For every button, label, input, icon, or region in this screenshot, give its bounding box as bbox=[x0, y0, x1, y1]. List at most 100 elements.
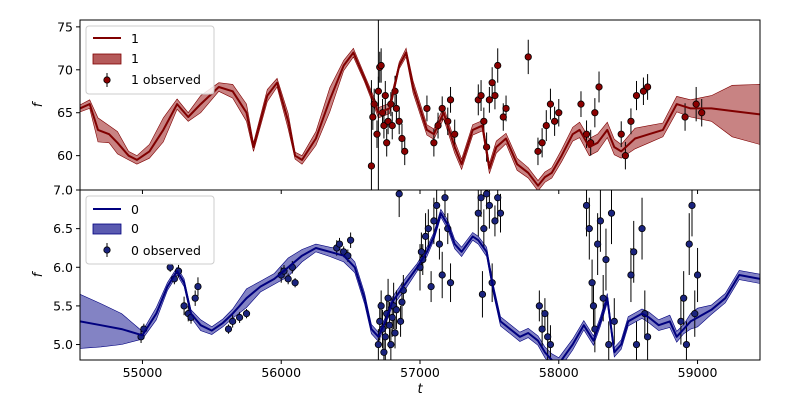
bottom-xtick-label: 59000 bbox=[678, 365, 718, 380]
top-confidence-band bbox=[80, 47, 760, 190]
bottom-observed-point bbox=[483, 190, 491, 198]
top-ylabel: f bbox=[31, 100, 46, 107]
bottom-observed-point bbox=[381, 333, 389, 341]
bottom-legend: 0 0 0 observed bbox=[85, 195, 215, 265]
bottom-observed-point bbox=[680, 294, 688, 302]
top-observed-point bbox=[582, 130, 591, 138]
top-observed-point bbox=[555, 109, 563, 117]
top-observed-point bbox=[423, 104, 431, 113]
bottom-observed-point bbox=[417, 248, 425, 256]
bottom-observed-point bbox=[588, 279, 596, 287]
bottom-observed-point bbox=[166, 263, 174, 271]
bottom-observed-point bbox=[688, 201, 696, 210]
bottom-legend-point-swatch bbox=[103, 246, 111, 254]
top-observed-point bbox=[632, 91, 641, 100]
bottom-xtick-label: 56000 bbox=[261, 365, 301, 380]
bottom-panel: 5.0 5.5 6.0 6.5 7.0 55000 56000 57000 58000 59000… bbox=[31, 183, 761, 397]
bottom-observed-point bbox=[478, 290, 487, 298]
top-observed-point bbox=[430, 139, 438, 147]
bottom-observed-point bbox=[291, 279, 299, 287]
bottom-observed-point bbox=[535, 302, 543, 310]
bottom-observed-point bbox=[347, 236, 355, 244]
top-observed-point bbox=[538, 139, 546, 147]
top-observed-point bbox=[595, 83, 603, 91]
bottom-observed-point bbox=[380, 348, 388, 356]
bottom-observed-point bbox=[374, 340, 382, 349]
bottom-observed-point bbox=[284, 275, 292, 283]
bottom-observed-point bbox=[194, 282, 202, 291]
bottom-legend-observed-label: 0 observed bbox=[131, 243, 201, 258]
top-observed-point bbox=[627, 117, 635, 125]
bottom-observed-point bbox=[541, 310, 549, 318]
bottom-observed-point bbox=[335, 240, 344, 248]
top-ytick-label: 65 bbox=[57, 105, 73, 120]
bottom-observed-point bbox=[235, 313, 244, 322]
top-legend: 1 1 1 observed bbox=[85, 25, 215, 95]
bottom-confidence-band bbox=[80, 208, 760, 360]
top-observed-point bbox=[681, 113, 689, 121]
top-observed-point bbox=[480, 117, 488, 125]
bottom-xlabel: t bbox=[417, 382, 423, 397]
bottom-ytick-label: 7.0 bbox=[53, 183, 73, 198]
top-observed-point bbox=[698, 109, 706, 117]
bottom-observed-point bbox=[430, 217, 438, 225]
bottom-observed-point bbox=[438, 271, 446, 279]
bottom-observed-point bbox=[638, 225, 646, 233]
top-observed-point bbox=[398, 134, 406, 143]
bottom-observed-point bbox=[610, 317, 618, 325]
bottom-observed-point bbox=[421, 232, 430, 240]
bottom-observed-point bbox=[180, 302, 188, 310]
bottom-observed-point bbox=[630, 248, 638, 256]
top-observed-point bbox=[438, 104, 446, 113]
top-observed-point bbox=[383, 139, 391, 147]
bottom-legend-box bbox=[85, 195, 215, 265]
bottom-observed-point bbox=[485, 201, 493, 210]
top-observed-point bbox=[384, 117, 392, 125]
top-observed-point bbox=[643, 83, 652, 91]
top-observed-point bbox=[395, 117, 403, 125]
bottom-observed-point bbox=[594, 240, 602, 248]
bottom-observed-point bbox=[491, 217, 499, 225]
top-observed-point bbox=[591, 109, 599, 117]
top-ytick-label: 60 bbox=[57, 148, 73, 163]
top-ytick-label: 75 bbox=[57, 19, 73, 34]
bottom-observed-point bbox=[546, 340, 555, 349]
bottom-legend-line-label: 0 bbox=[131, 202, 139, 217]
top-observed-point bbox=[451, 130, 459, 138]
top-panel: 60 65 70 75 f 1 1 1 observed bbox=[31, 19, 761, 194]
bottom-observed-point bbox=[474, 209, 482, 217]
bottom-ytick-label: 6.5 bbox=[53, 221, 73, 236]
bottom-observed-point bbox=[377, 302, 385, 310]
bottom-observed-point bbox=[589, 302, 598, 310]
top-observed-point bbox=[546, 100, 555, 108]
bottom-observed-point bbox=[433, 201, 441, 210]
bottom-observed-point bbox=[424, 225, 432, 233]
bottom-ytick-label: 6.0 bbox=[53, 260, 73, 275]
bottom-observed-point bbox=[682, 340, 691, 349]
bottom-observed-point bbox=[242, 310, 251, 318]
top-observed-point bbox=[392, 104, 401, 113]
bottom-observed-point bbox=[585, 225, 593, 233]
top-observed-point bbox=[534, 147, 542, 155]
top-observed-point bbox=[369, 113, 377, 121]
top-observed-point bbox=[692, 100, 700, 108]
bottom-observed-point bbox=[398, 298, 406, 306]
bottom-observed-point bbox=[224, 325, 233, 333]
bottom-observed-point bbox=[396, 317, 405, 325]
bottom-observed-point bbox=[395, 190, 403, 198]
bottom-observed-point bbox=[446, 279, 455, 287]
bottom-observed-point bbox=[685, 240, 693, 248]
bottom-observed-point bbox=[441, 194, 449, 202]
top-legend-band-label: 1 bbox=[131, 51, 139, 66]
top-model-line bbox=[80, 51, 760, 187]
top-observed-point bbox=[388, 122, 396, 130]
bottom-model-line bbox=[80, 212, 760, 360]
bottom-observed-point bbox=[693, 271, 702, 279]
top-observed-point bbox=[485, 96, 493, 104]
bottom-legend-band-label: 0 bbox=[131, 221, 139, 236]
bottom-observed-point bbox=[387, 340, 395, 349]
top-observed-point bbox=[401, 147, 409, 155]
bottom-ytick-label: 5.5 bbox=[53, 298, 73, 313]
top-observed-point bbox=[499, 113, 507, 121]
top-observed-point bbox=[542, 122, 550, 130]
